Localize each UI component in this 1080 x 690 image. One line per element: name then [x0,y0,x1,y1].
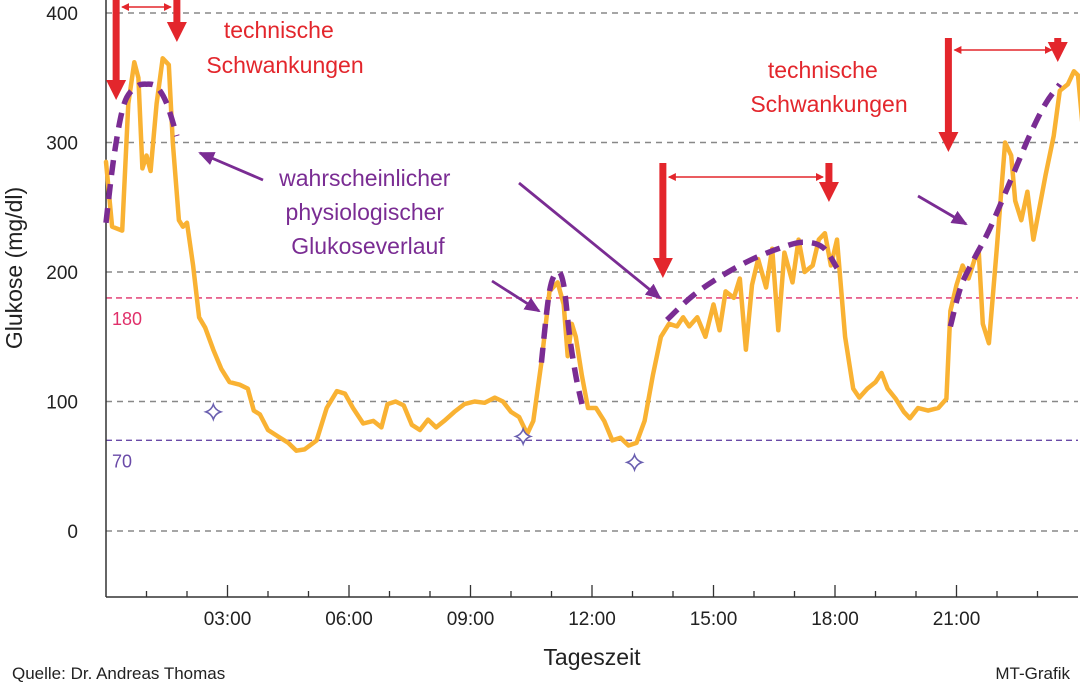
purple-pointer-arrow [518,181,662,300]
x-tick-label: 18:00 [811,609,859,630]
annotations-layer [106,0,1068,313]
grid-layer [106,12,1078,532]
series-line-physiological-4 [947,82,1063,328]
y-axis-title: Glukose (mg/dl) [1,187,27,349]
y-tick-label: 200 [46,263,78,284]
reference-label-70: 70 [112,451,132,471]
red-arrow-head [106,80,127,100]
x-tick-label: 21:00 [933,609,981,630]
purple-pointer-arrow [198,151,264,182]
axes: 0 100 200 300 400 03:00 06:00 09:00 12:00 15:00 18… [46,0,1078,630]
red-down-arrow [938,38,959,152]
red-down-arrow [166,0,187,42]
y-tick-label: 0 [67,522,78,543]
red-arrow-head [818,182,839,202]
credit-footer: MT-Grafik [995,664,1070,683]
series-line-measured [103,56,1080,453]
annotation-physiological: wahrscheinlicher physiologischer Glukose… [278,165,457,259]
sparkle-marker [203,401,224,422]
series-line-physiological-2 [538,269,585,405]
annotation-technische-1: technische Schwankungen [206,17,363,78]
reference-label-180: 180 [112,309,142,329]
x-tick-label: 03:00 [204,609,252,630]
red-down-arrow [1047,38,1068,62]
purple-pointer-arrow [491,279,541,313]
purple-pointer-arrow [917,194,968,226]
x-tick-label: 15:00 [690,609,738,630]
series-layer [103,56,1080,473]
red-down-arrow [652,163,673,278]
red-down-arrow [818,163,839,202]
y-tick-label: 300 [46,134,78,155]
red-arrow-head [938,132,959,152]
x-tick-label: 09:00 [447,609,495,630]
sparkle-marker [624,452,645,473]
red-arrow-head [652,258,673,278]
x-tick-label: 12:00 [568,609,616,630]
source-footer: Quelle: Dr. Andreas Thomas [12,664,226,683]
red-arrow-head [166,22,187,42]
annotation-technische-2: technische Schwankungen [750,57,907,117]
red-down-arrow [106,0,127,100]
x-axis-title: Tageszeit [543,644,641,670]
reference-lines: 180 70 [106,297,1078,471]
series-line-physiological-3 [665,239,840,322]
y-tick-label: 400 [46,4,78,25]
series-line-physiological-1 [103,81,180,224]
y-tick-label: 100 [46,393,78,414]
x-tick-label: 06:00 [325,609,373,630]
red-arrow-head [1047,42,1068,62]
sparkle-marker [513,426,534,447]
